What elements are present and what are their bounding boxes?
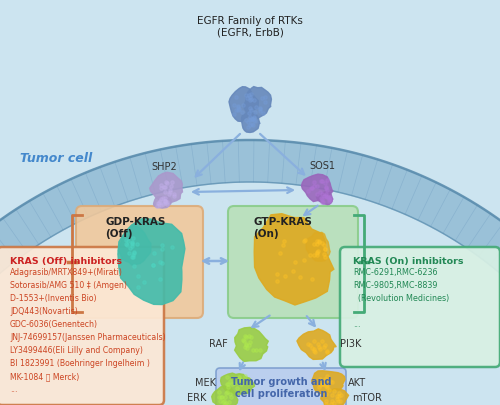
Polygon shape xyxy=(220,373,254,395)
Text: Tumor cell: Tumor cell xyxy=(20,151,92,164)
Text: RMC-9805,RMC-8839: RMC-9805,RMC-8839 xyxy=(353,281,438,290)
Text: ...: ... xyxy=(10,385,18,394)
Polygon shape xyxy=(212,386,238,405)
Text: D-1553+(Inventis Bio): D-1553+(Inventis Bio) xyxy=(10,294,97,303)
Polygon shape xyxy=(0,140,500,405)
Text: RMC-6291,RMC-6236: RMC-6291,RMC-6236 xyxy=(353,268,438,277)
Text: GDC-6036(Genentech): GDC-6036(Genentech) xyxy=(10,320,98,329)
FancyBboxPatch shape xyxy=(340,247,500,367)
Polygon shape xyxy=(321,389,348,405)
Polygon shape xyxy=(316,192,333,205)
FancyBboxPatch shape xyxy=(216,368,346,405)
FancyBboxPatch shape xyxy=(76,206,203,318)
Text: SHP2: SHP2 xyxy=(151,162,177,172)
Text: Tumor growth and
cell proliferation: Tumor growth and cell proliferation xyxy=(231,377,331,399)
Polygon shape xyxy=(302,174,333,202)
Text: BI 1823991 (Boehringer Ingelheim ): BI 1823991 (Boehringer Ingelheim ) xyxy=(10,359,150,368)
Text: PI3K: PI3K xyxy=(340,339,361,349)
Text: EGFR Family of RTKs
(EGFR, ErbB): EGFR Family of RTKs (EGFR, ErbB) xyxy=(197,16,303,38)
Polygon shape xyxy=(242,112,260,132)
Text: MK-1084 （ Merck): MK-1084 （ Merck) xyxy=(10,372,79,381)
FancyBboxPatch shape xyxy=(0,247,164,405)
Polygon shape xyxy=(297,329,337,359)
Polygon shape xyxy=(244,87,272,118)
Polygon shape xyxy=(150,172,182,204)
Text: RAF: RAF xyxy=(209,339,228,349)
Text: MEK: MEK xyxy=(195,378,216,388)
FancyBboxPatch shape xyxy=(228,206,358,318)
Polygon shape xyxy=(306,232,330,261)
Text: Sotorasib/AMG 510 ‡ (Amgen): Sotorasib/AMG 510 ‡ (Amgen) xyxy=(10,281,127,290)
Polygon shape xyxy=(118,219,185,305)
Polygon shape xyxy=(254,214,334,305)
Text: (Revolution Medicines): (Revolution Medicines) xyxy=(353,294,449,303)
Polygon shape xyxy=(312,371,345,394)
Polygon shape xyxy=(154,196,171,208)
Text: SOS1: SOS1 xyxy=(309,161,335,171)
Text: Adagrasib/MRTX849+(Mirati): Adagrasib/MRTX849+(Mirati) xyxy=(10,268,123,277)
Text: JNJ-74699157(Janssen Pharmaceuticals): JNJ-74699157(Janssen Pharmaceuticals) xyxy=(10,333,166,342)
Text: AKT: AKT xyxy=(348,378,366,388)
Text: KRAS (On) inhibitors: KRAS (On) inhibitors xyxy=(353,257,464,266)
Text: KRAS (Off) inhibitors: KRAS (Off) inhibitors xyxy=(10,257,122,266)
Text: GDP-KRAS
(Off): GDP-KRAS (Off) xyxy=(105,217,166,239)
Text: mTOR: mTOR xyxy=(352,393,382,403)
Text: GTP-KRAS
(On): GTP-KRAS (On) xyxy=(253,217,312,239)
Text: JDQ443(Novartis): JDQ443(Novartis) xyxy=(10,307,78,316)
Polygon shape xyxy=(118,226,151,265)
Polygon shape xyxy=(234,327,268,361)
Text: ...: ... xyxy=(353,320,360,329)
Polygon shape xyxy=(229,87,258,122)
Text: ERK: ERK xyxy=(186,393,206,403)
Text: LY3499446(Eli Lilly and Company): LY3499446(Eli Lilly and Company) xyxy=(10,346,143,355)
